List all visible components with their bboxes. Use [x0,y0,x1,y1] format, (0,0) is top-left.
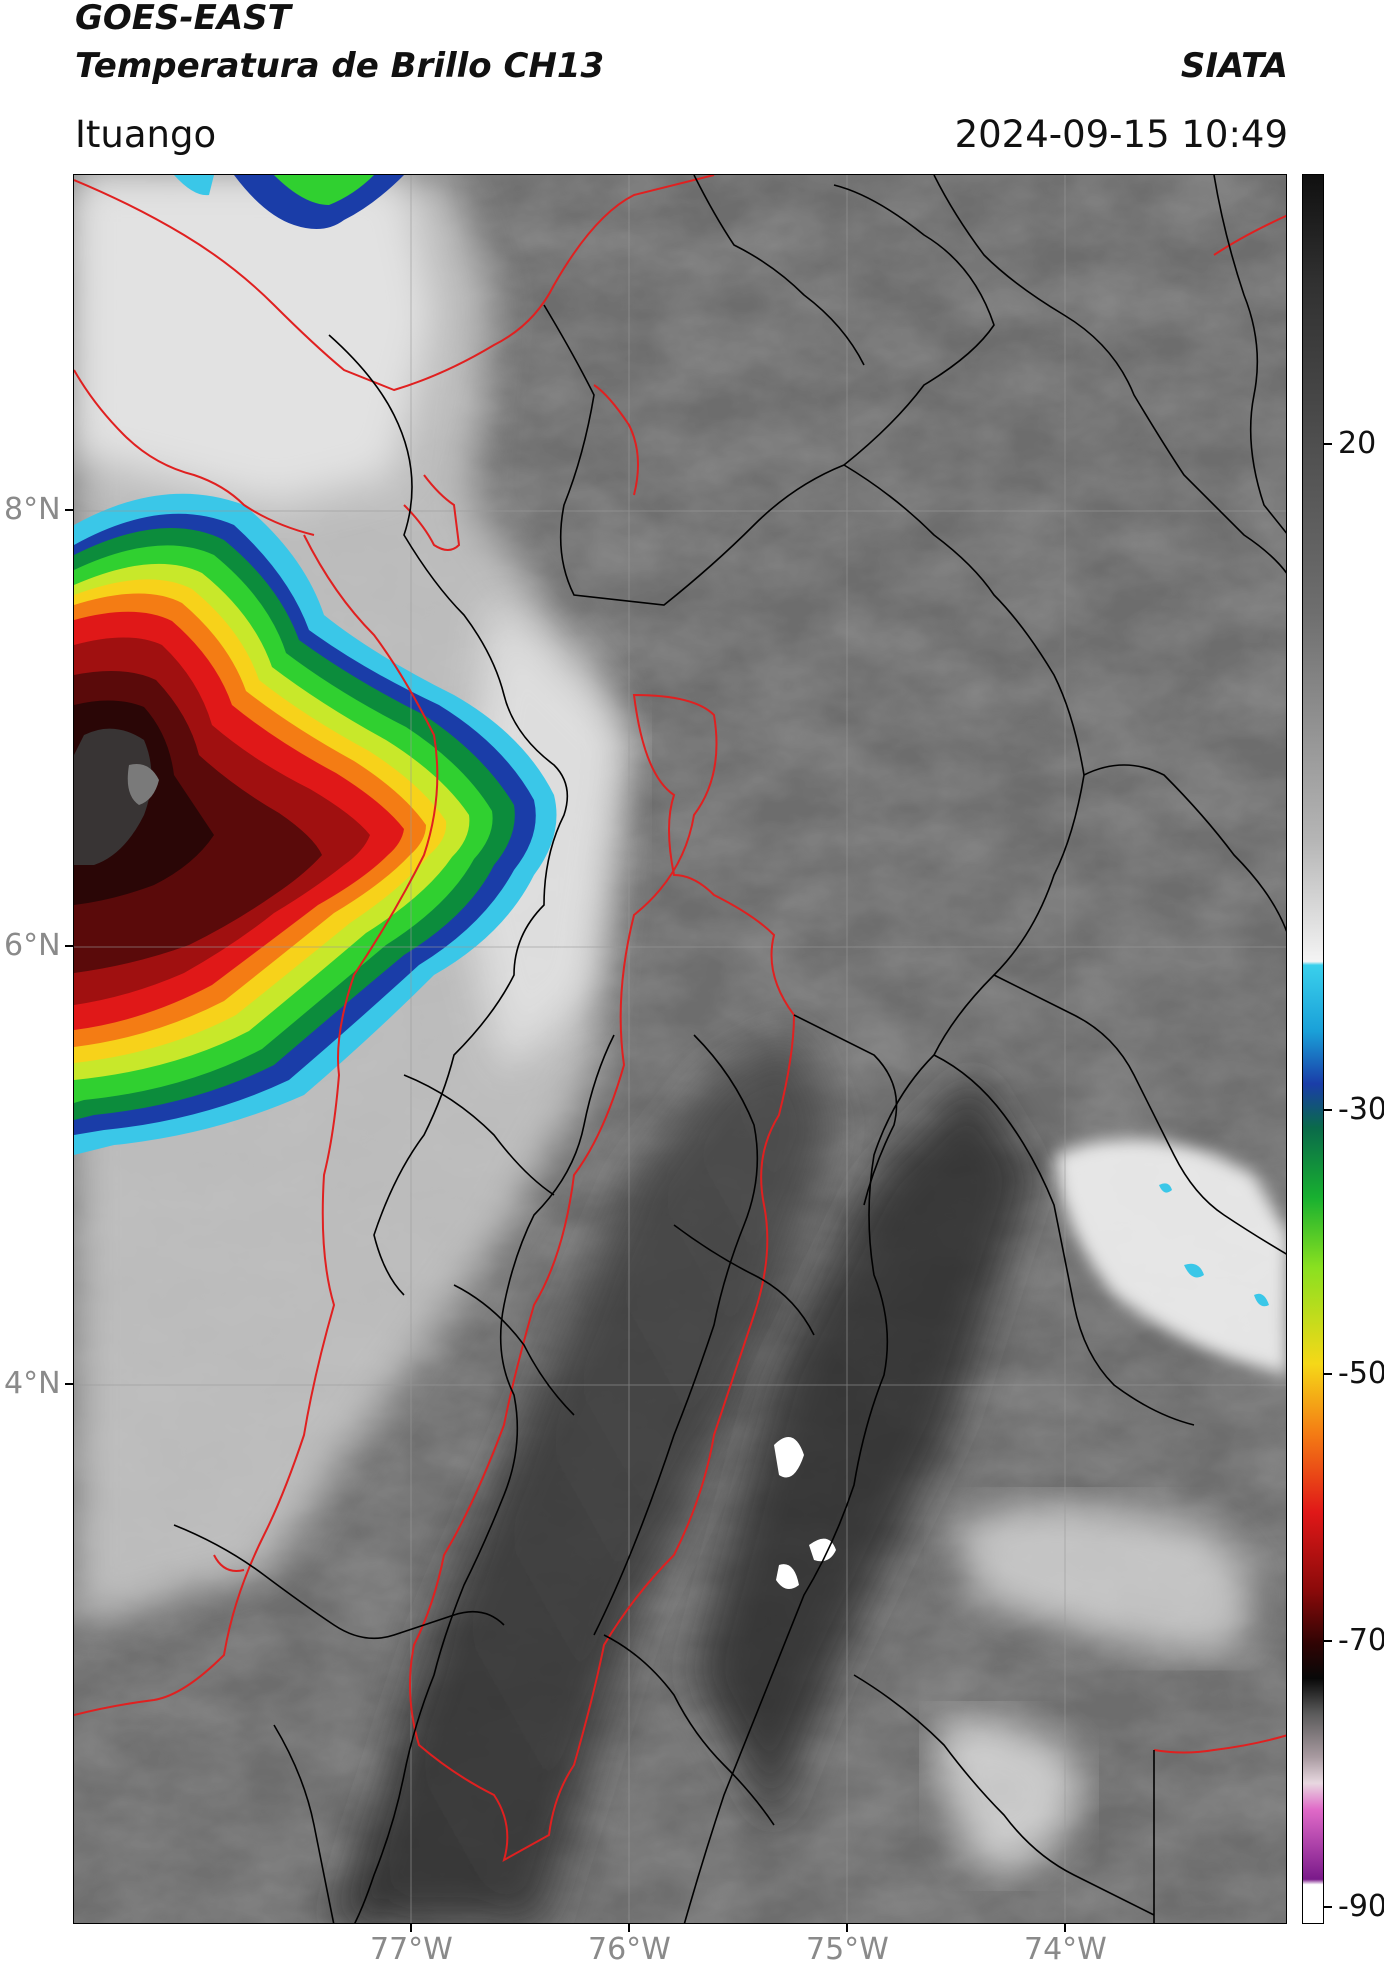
colorbar-tick-20 [1324,443,1332,445]
colorbar-gradient [1303,175,1323,1923]
lat-label-4N: 4°N [4,1366,61,1401]
lat-tick-4N [65,1383,73,1385]
cold-top-north-core [274,175,374,205]
colorbar-label-minus30: -30 [1338,1092,1384,1127]
colorbar-tick-minus30 [1324,1109,1332,1111]
colorbar-tick-minus50 [1324,1373,1332,1375]
lon-label-75W: 75°W [806,1932,889,1967]
product-title: Temperatura de Brillo CH13 [75,46,605,86]
lon-label-77W: 77°W [370,1932,453,1967]
convective-cells-east [1054,1139,1286,1375]
lat-label-8N: 8°N [4,492,61,527]
lon-label-76W: 76°W [588,1932,671,1967]
cold-patch-1 [774,1437,804,1478]
cold-patch-2 [809,1538,836,1562]
brightness-temperature-map [73,174,1287,1924]
lon-tick-76W [628,1924,630,1932]
map-canvas [74,175,1286,1923]
colorbar-label-minus50: -50 [1338,1356,1384,1391]
colorbar-label-minus90: -90 [1338,1889,1384,1924]
cloud-band-southeast [954,1502,1254,1655]
cloud-band-south [934,1716,1084,1875]
colorbar-label-minus70: -70 [1338,1623,1384,1658]
colorbar-tick-minus90 [1324,1906,1332,1908]
cold-patch-5 [1184,1263,1204,1278]
cold-top-north-edge [174,175,214,196]
lat-label-6N: 6°N [4,928,61,963]
cold-patch-6 [1254,1293,1269,1307]
colorbar-label-20: 20 [1338,426,1377,461]
convective-system [74,493,557,1155]
lon-tick-74W [1064,1924,1066,1932]
cold-patch-3 [776,1564,799,1589]
magdalena-valley-dark [694,1075,1034,1825]
agency-label: SIATA [1180,46,1288,86]
lon-tick-77W [410,1924,412,1932]
light-cloud-northwest [74,175,434,505]
datetime-label: 2024-09-15 10:49 [954,113,1288,156]
central-cordillera-dark [334,1035,834,1923]
lon-label-74W: 74°W [1024,1932,1107,1967]
national-borders [74,175,1286,1863]
colorbar-tick-minus70 [1324,1640,1332,1642]
region-label: Ituango [75,113,217,156]
temperature-colorbar [1302,174,1324,1924]
satellite-title: GOES-EAST [75,0,291,38]
department-borders [173,175,1286,1923]
lat-tick-6N [65,945,73,947]
lon-tick-75W [846,1924,848,1932]
cold-patch-4 [1159,1183,1172,1193]
lat-tick-8N [65,509,73,511]
